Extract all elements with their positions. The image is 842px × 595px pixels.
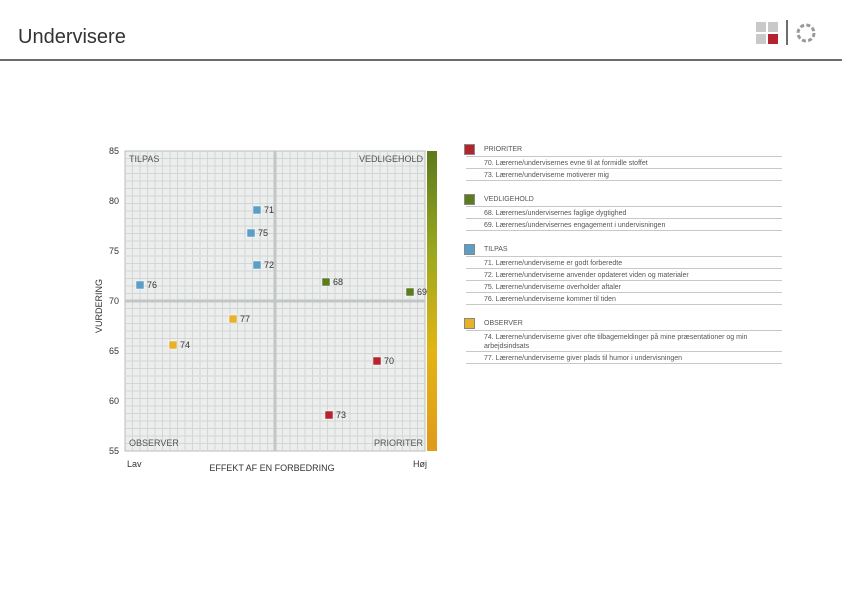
x-axis-label: EFFEKT AF EN FORBEDRING <box>209 463 334 473</box>
data-point-77 <box>228 314 238 324</box>
quadrant-label-prioriter: PRIORITER <box>374 438 424 448</box>
legend-item: 68. Lærernes/undervisernes faglige dygti… <box>484 210 627 217</box>
quadrant-label-observer: OBSERVER <box>129 438 179 448</box>
legend-divider <box>466 292 782 293</box>
legend-item: 73. Lærerne/underviserne motiverer mig <box>484 172 609 179</box>
page-title: Undervisere <box>18 26 126 48</box>
legend-item: 70. Lærerne/undervisernes evne til at fo… <box>484 160 648 167</box>
data-point-label: 71 <box>264 205 274 215</box>
legend-divider <box>466 363 782 364</box>
data-point-74 <box>168 340 178 350</box>
legend-divider <box>466 330 782 331</box>
legend-divider <box>466 206 782 207</box>
legend-divider <box>466 268 782 269</box>
data-point-69 <box>405 287 415 297</box>
legend-divider <box>466 180 782 181</box>
y-tick-label: 75 <box>109 246 119 256</box>
data-point-75 <box>246 228 256 238</box>
header-divider <box>0 59 842 61</box>
x-axis-high-label: Høj <box>413 459 427 469</box>
legend-divider <box>466 156 782 157</box>
y-tick-label: 55 <box>109 446 119 456</box>
data-point-label: 70 <box>384 356 394 366</box>
legend-swatch-vedligehold <box>464 194 475 205</box>
legend-item: 71. Lærerne/underviserne er godt forbere… <box>484 260 623 267</box>
legend-swatch-observer <box>464 318 475 329</box>
rating-gradient-bar <box>427 151 437 451</box>
legend-divider <box>466 168 782 169</box>
quadrant-label-tilpas: TILPAS <box>129 154 159 164</box>
data-point-72 <box>252 260 262 270</box>
data-point-label: 72 <box>264 260 274 270</box>
y-tick-label: 70 <box>109 296 119 306</box>
data-point-76 <box>135 280 145 290</box>
legend-item: 76. Lærerne/underviserne kommer til tide… <box>484 296 616 303</box>
data-point-label: 76 <box>147 280 157 290</box>
y-tick-label: 65 <box>109 346 119 356</box>
company-logo <box>756 20 816 45</box>
chart-legend: PRIORITER 70. Lærerne/undervisernes evne … <box>460 142 782 382</box>
data-point-label: 75 <box>258 228 268 238</box>
legend-item: 75. Lærerne/underviserne overholder afta… <box>484 284 621 291</box>
data-point-label: 69 <box>417 287 427 297</box>
legend-divider <box>466 218 782 219</box>
legend-item: 69. Lærernes/undervisernes engagement i … <box>484 222 666 229</box>
page-header: Undervisere <box>0 0 842 61</box>
legend-divider <box>466 280 782 281</box>
data-point-70 <box>372 356 382 366</box>
y-tick-label: 80 <box>109 196 119 206</box>
legend-header: TILPAS <box>484 246 508 253</box>
legend-header: VEDLIGEHOLD <box>484 196 534 203</box>
priority-matrix-chart: 55 60 65 70 75 80 85 VURDERING Lav Høj EFFEKT AF E… <box>94 146 437 473</box>
legend-swatch-prioriter <box>464 144 475 155</box>
y-tick-label: 85 <box>109 146 119 156</box>
legend-item: 77. Lærerne/underviserne giver plads til… <box>484 355 683 362</box>
legend-divider <box>466 230 782 231</box>
legend-divider <box>466 304 782 305</box>
legend-item: 72. Lærerne/underviserne anvender opdate… <box>484 272 689 279</box>
legend-divider <box>466 256 782 257</box>
quadrant-label-vedligehold: VEDLIGEHOLD <box>359 154 424 164</box>
legend-header: OBSERVER <box>484 320 523 327</box>
legend-item: 74. Lærerne/underviserne giver ofte tilb… <box>484 334 748 350</box>
data-point-label: 74 <box>180 340 190 350</box>
legend-header: PRIORITER <box>484 146 523 153</box>
legend-swatch-tilpas <box>464 244 475 255</box>
y-axis-label: VURDERING <box>94 279 104 333</box>
data-point-label: 68 <box>333 277 343 287</box>
data-point-73 <box>324 410 334 420</box>
legend-divider <box>466 351 782 352</box>
data-point-label: 77 <box>240 314 250 324</box>
x-axis-low-label: Lav <box>127 459 142 469</box>
data-point-68 <box>321 277 331 287</box>
y-tick-label: 60 <box>109 396 119 406</box>
data-point-71 <box>252 205 262 215</box>
data-point-label: 73 <box>336 410 346 420</box>
